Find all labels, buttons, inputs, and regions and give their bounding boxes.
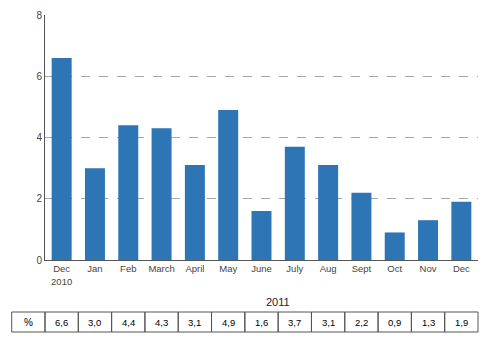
svg-text:3,0: 3,0 xyxy=(88,317,101,328)
svg-text:Feb: Feb xyxy=(120,263,136,274)
svg-text:Aug: Aug xyxy=(320,263,337,274)
svg-text:1,9: 1,9 xyxy=(455,317,468,328)
svg-text:1,6: 1,6 xyxy=(255,317,268,328)
svg-text:4: 4 xyxy=(36,132,42,143)
svg-text:0,9: 0,9 xyxy=(388,317,401,328)
svg-text:0: 0 xyxy=(36,255,42,266)
svg-text:%: % xyxy=(24,317,33,328)
svg-text:1,3: 1,3 xyxy=(422,317,435,328)
svg-text:2011: 2011 xyxy=(266,296,290,308)
svg-text:Dec2010: Dec2010 xyxy=(51,263,72,286)
svg-text:4,9: 4,9 xyxy=(222,317,235,328)
svg-text:Oct: Oct xyxy=(387,263,402,274)
svg-text:March: March xyxy=(148,263,174,274)
svg-text:3,7: 3,7 xyxy=(288,317,301,328)
svg-text:6,6: 6,6 xyxy=(55,317,68,328)
svg-text:4,4: 4,4 xyxy=(122,317,135,328)
svg-text:2: 2 xyxy=(36,193,42,204)
svg-text:3,1: 3,1 xyxy=(322,317,335,328)
svg-text:4,3: 4,3 xyxy=(155,317,168,328)
svg-text:Jan: Jan xyxy=(87,263,102,274)
svg-text:Sept: Sept xyxy=(352,263,372,274)
svg-text:3,1: 3,1 xyxy=(188,317,201,328)
svg-text:8: 8 xyxy=(36,10,42,21)
svg-text:Nov: Nov xyxy=(420,263,437,274)
svg-text:6: 6 xyxy=(36,71,42,82)
svg-text:April: April xyxy=(185,263,204,274)
svg-text:June: June xyxy=(251,263,272,274)
svg-text:2,2: 2,2 xyxy=(355,317,368,328)
svg-text:May: May xyxy=(219,263,237,274)
svg-text:Dec: Dec xyxy=(453,263,470,274)
svg-text:July: July xyxy=(286,263,303,274)
